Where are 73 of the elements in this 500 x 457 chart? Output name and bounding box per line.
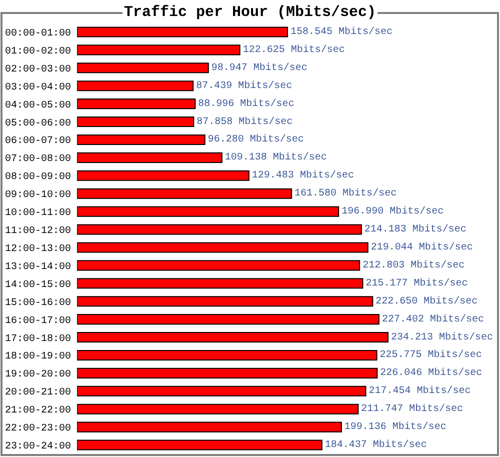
data-label: 122.625 Mbits/sec [242, 44, 345, 56]
y-tick-label: 04:00-05:00 [4, 100, 71, 112]
y-tick-label: 12:00-13:00 [4, 244, 71, 255]
y-tick-label: 22:00-23:00 [4, 424, 71, 435]
data-label: 217.454 Mbits/sec [368, 385, 471, 398]
data-label: 87.439 Mbits/sec [196, 80, 292, 92]
y-tick-label: 02:00-03:00 [4, 64, 71, 76]
y-tick-label: 10:00-11:00 [4, 208, 71, 220]
y-tick-label: 06:00-07:00 [4, 136, 71, 148]
y-tick-label: 13:00-14:00 [4, 262, 71, 273]
y-tick-label: 01:00-02:00 [4, 46, 71, 58]
data-label: 158.545 Mbits/sec [290, 26, 393, 38]
y-tick-label: 08:00-09:00 [4, 172, 71, 184]
bar [77, 404, 359, 414]
bar [77, 134, 206, 145]
y-tick-label: 09:00-10:00 [4, 190, 71, 202]
bar [77, 188, 292, 199]
bar [77, 98, 196, 110]
bar [77, 26, 288, 38]
y-tick-label: 15:00-16:00 [4, 298, 71, 309]
y-tick-label: 17:00-18:00 [4, 334, 71, 345]
bar [77, 152, 222, 163]
data-label: 96.280 Mbits/sec [208, 134, 304, 146]
data-label: 234.213 Mbits/sec [391, 331, 494, 344]
bar [77, 386, 366, 396]
y-tick-label: 16:00-17:00 [4, 316, 71, 327]
bar [77, 116, 194, 128]
bar [77, 368, 378, 378]
data-label: 212.803 Mbits/sec [362, 259, 465, 272]
bar [77, 440, 322, 450]
data-label: 222.650 Mbits/sec [376, 295, 478, 308]
data-label: 226.046 Mbits/sec [380, 367, 482, 380]
bar [77, 242, 368, 253]
bar [77, 314, 380, 325]
y-tick-label: 20:00-21:00 [4, 388, 71, 399]
y-tick-label: 21:00-22:00 [4, 406, 71, 417]
bar [77, 332, 388, 343]
bar [77, 296, 374, 307]
data-label: 129.483 Mbits/sec [252, 170, 354, 182]
y-tick-label: 19:00-20:00 [4, 370, 71, 381]
data-label: 225.775 Mbits/sec [380, 349, 482, 362]
y-tick-label: 05:00-06:00 [4, 118, 71, 130]
bar [77, 224, 362, 235]
data-label: 214.183 Mbits/sec [364, 224, 466, 236]
bar [77, 206, 340, 217]
data-label: 88.996 Mbits/sec [198, 98, 294, 110]
y-tick-label: 23:00-24:00 [4, 442, 71, 453]
y-tick-label: 07:00-08:00 [4, 154, 71, 166]
bar [77, 422, 342, 432]
bar [77, 44, 240, 56]
data-label: 109.138 Mbits/sec [224, 152, 327, 164]
y-tick-label: 03:00-04:00 [4, 82, 71, 94]
data-label: 196.990 Mbits/sec [342, 206, 444, 218]
y-tick-label: 18:00-19:00 [4, 352, 71, 363]
bar [77, 278, 364, 289]
bar [77, 62, 209, 74]
data-label: 98.947 Mbits/sec [211, 62, 308, 74]
bar [77, 260, 360, 271]
data-label: 199.136 Mbits/sec [344, 421, 446, 434]
y-tick-label: 11:00-12:00 [4, 226, 71, 238]
bar [77, 170, 250, 181]
data-label: 87.858 Mbits/sec [196, 116, 293, 128]
y-tick-label: 00:00-01:00 [4, 28, 71, 40]
y-tick-label: 14:00-15:00 [4, 280, 71, 291]
data-label: 219.044 Mbits/sec [370, 241, 473, 254]
data-label: 227.402 Mbits/sec [382, 313, 484, 326]
data-label: 184.437 Mbits/sec [324, 439, 427, 452]
data-label: 211.747 Mbits/sec [361, 403, 464, 416]
data-label: 215.177 Mbits/sec [366, 277, 468, 290]
bar [77, 80, 194, 92]
bar [77, 350, 378, 360]
data-label: 161.580 Mbits/sec [294, 188, 397, 200]
chart-title: Traffic per Hour (Mbits/sec) [124, 4, 376, 21]
